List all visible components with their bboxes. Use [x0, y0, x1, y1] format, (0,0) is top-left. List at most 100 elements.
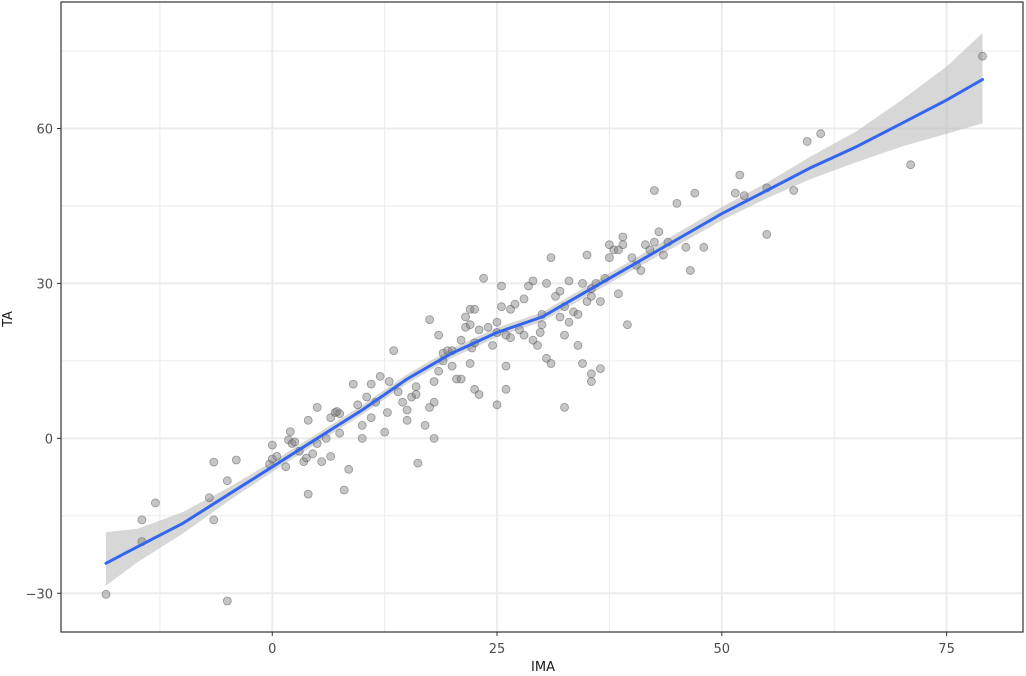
- y-tick-label: 0: [45, 432, 53, 447]
- data-point: [398, 397, 408, 407]
- data-point: [452, 374, 462, 384]
- data-point: [384, 377, 394, 386]
- x-axis-title: IMA: [531, 660, 555, 675]
- y-axis-title: TA: [1, 311, 16, 328]
- data-point: [222, 476, 232, 486]
- data-point: [614, 289, 623, 299]
- data-point: [290, 437, 300, 447]
- data-point: [204, 493, 214, 503]
- data-point: [137, 515, 147, 525]
- data-point: [285, 427, 295, 437]
- data-point: [497, 302, 506, 312]
- data-point: [654, 227, 664, 237]
- data-point: [618, 232, 628, 242]
- data-point: [546, 253, 556, 263]
- data-points: [101, 51, 987, 606]
- data-point: [474, 390, 484, 399]
- data-point: [434, 330, 444, 340]
- data-point: [501, 330, 511, 340]
- data-point: [287, 439, 297, 448]
- data-point: [362, 392, 372, 402]
- data-point: [465, 304, 475, 314]
- data-point: [650, 186, 659, 195]
- smooth-line-layer: [104, 78, 984, 565]
- data-point: [555, 286, 565, 296]
- data-point: [366, 413, 376, 423]
- data-point: [366, 379, 376, 389]
- data-point: [150, 498, 160, 508]
- data-point: [535, 328, 545, 337]
- data-point: [582, 250, 592, 260]
- data-point: [739, 191, 749, 201]
- data-point: [348, 379, 358, 389]
- data-point: [339, 485, 349, 495]
- data-point: [573, 309, 583, 319]
- x-tick-label: 75: [938, 642, 955, 657]
- data-point: [672, 198, 682, 208]
- data-point: [326, 451, 336, 461]
- data-point: [605, 253, 614, 263]
- data-point: [497, 281, 506, 291]
- data-point: [389, 346, 399, 356]
- data-point: [587, 369, 596, 379]
- data-point: [447, 361, 457, 371]
- data-point: [730, 188, 740, 198]
- data-point: [623, 320, 632, 330]
- data-point: [564, 317, 574, 327]
- data-point: [308, 449, 318, 459]
- data-point: [465, 359, 475, 368]
- x-tick-label: 0: [268, 642, 276, 657]
- data-point: [301, 453, 311, 463]
- data-point: [555, 312, 565, 322]
- data-point: [816, 129, 826, 139]
- data-point: [564, 276, 574, 286]
- data-point: [501, 384, 511, 394]
- data-point: [267, 440, 277, 450]
- data-point: [492, 317, 502, 327]
- data-point: [375, 371, 385, 381]
- data-point: [735, 170, 745, 180]
- data-point: [978, 51, 987, 61]
- data-point: [519, 294, 529, 304]
- minor-gridlines: [61, 2, 1023, 632]
- data-point: [506, 333, 515, 343]
- data-point: [650, 237, 659, 247]
- data-point: [578, 278, 587, 288]
- data-point: [699, 242, 709, 252]
- data-point: [413, 458, 423, 468]
- data-point: [573, 340, 583, 350]
- data-point: [380, 427, 390, 437]
- data-point: [762, 229, 772, 239]
- data-point: [636, 266, 646, 275]
- data-point: [802, 136, 812, 146]
- data-point: [317, 457, 327, 467]
- data-point: [461, 322, 471, 332]
- data-point: [420, 420, 430, 430]
- data-point: [906, 160, 915, 170]
- data-point: [681, 242, 691, 252]
- data-point: [510, 299, 520, 309]
- data-point: [456, 374, 466, 384]
- data-point: [578, 359, 587, 368]
- data-point: [209, 457, 219, 467]
- data-point: [533, 340, 542, 350]
- data-point: [456, 335, 466, 345]
- y-tick-label: −30: [26, 587, 53, 602]
- data-point: [596, 364, 605, 374]
- data-point: [685, 266, 695, 275]
- data-point: [546, 359, 556, 368]
- data-point: [519, 330, 529, 340]
- data-point: [312, 402, 322, 412]
- data-point: [627, 253, 637, 263]
- data-point: [303, 415, 313, 425]
- data-point: [335, 409, 345, 419]
- data-point: [429, 433, 439, 443]
- data-point: [587, 291, 596, 301]
- data-point: [470, 304, 480, 314]
- data-point: [425, 315, 435, 325]
- data-point: [488, 340, 498, 350]
- data-point: [501, 361, 511, 371]
- data-point: [209, 515, 219, 525]
- data-point: [528, 276, 538, 286]
